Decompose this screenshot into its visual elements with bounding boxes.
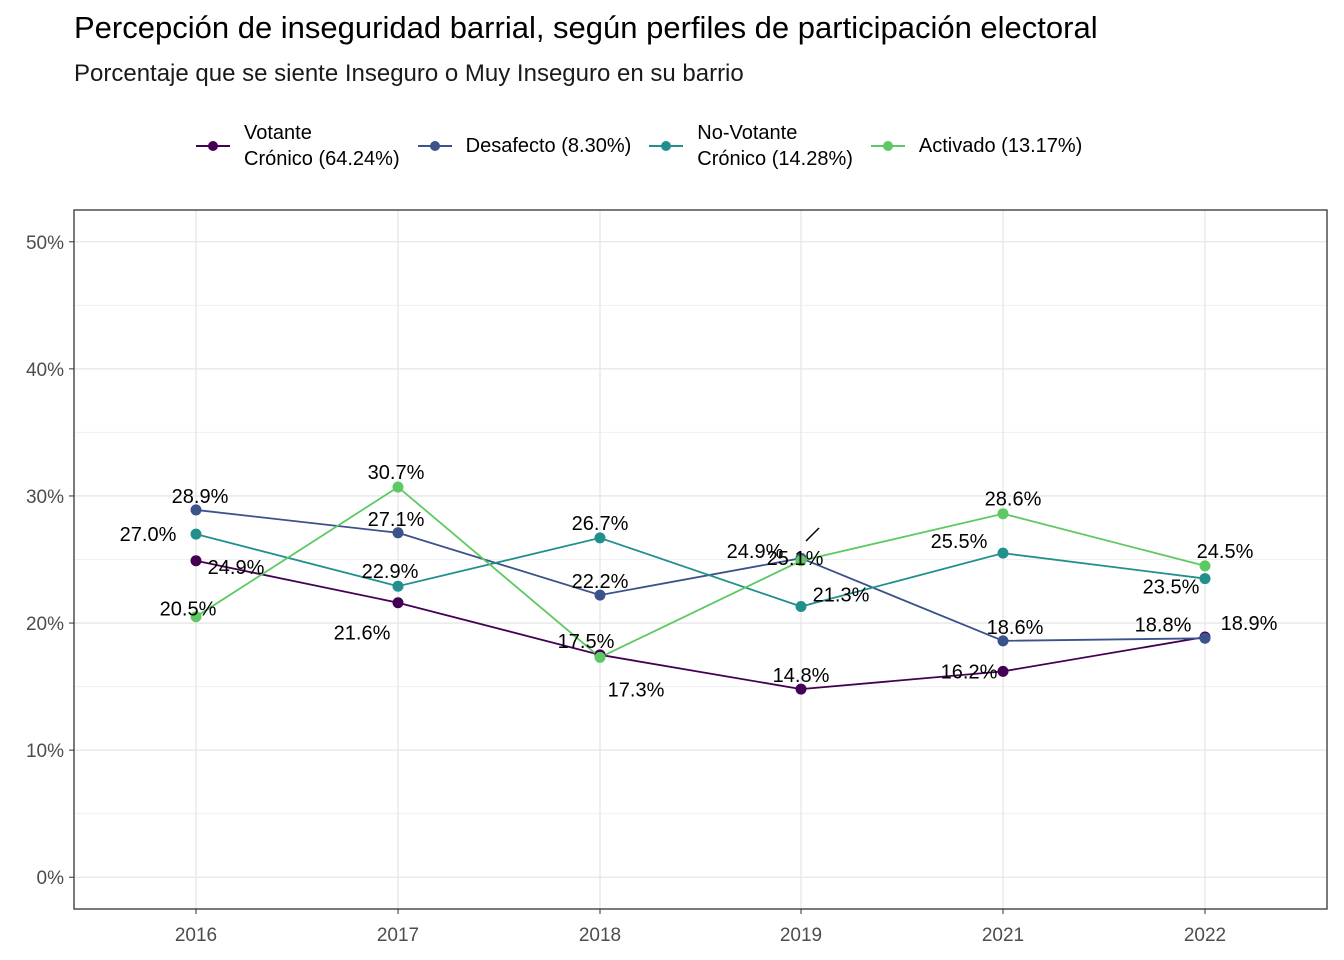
data-point [795, 601, 807, 613]
legend-label: Votante Crónico (64.24%) [244, 122, 400, 170]
data-point [594, 589, 606, 601]
data-label: 30.7% [368, 462, 425, 484]
y-tick-label: 0% [37, 868, 65, 889]
data-point [594, 532, 606, 544]
legend-item-votante-cronico: Votante Crónico (64.24%) [196, 120, 400, 172]
legend-key-icon [649, 136, 684, 156]
data-point [997, 665, 1009, 677]
plot-panel-border [73, 209, 1328, 910]
data-label: 21.3% [813, 585, 870, 607]
data-label: 23.5% [1143, 577, 1200, 599]
data-label: 17.3% [608, 679, 665, 701]
data-point [594, 651, 606, 663]
data-label: 18.6% [987, 617, 1044, 639]
data-point [392, 580, 404, 592]
series-line-0 [195, 559, 1206, 691]
legend-label: No-Votante Crónico (14.28%) [697, 122, 853, 170]
legend-key-icon [417, 136, 452, 156]
data-label: 18.8% [1135, 614, 1192, 636]
x-tick-label: 2022 [1184, 925, 1226, 946]
data-point [1199, 560, 1211, 572]
legend-key-icon [870, 136, 905, 156]
chart-subtitle: Porcentaje que se siente Inseguro o Muy … [74, 60, 744, 87]
data-point [190, 528, 202, 540]
x-tick-label: 2021 [982, 925, 1024, 946]
y-tick-label: 50% [26, 233, 64, 254]
x-tick-label: 2017 [377, 925, 419, 946]
y-tick-label: 10% [26, 741, 64, 762]
data-label: 24.9% [208, 557, 265, 579]
series-line-2 [195, 533, 1206, 608]
legend-label: Desafecto (8.30%) [465, 135, 632, 157]
data-label: 22.9% [362, 561, 419, 583]
y-tick-label: 20% [26, 614, 64, 635]
data-point [190, 611, 202, 623]
data-point [997, 508, 1009, 520]
series-line-3 [195, 485, 1206, 659]
data-point [997, 635, 1009, 647]
chart-title: Percepción de inseguridad barrial, según… [74, 10, 1098, 45]
data-label: 20.5% [160, 599, 217, 621]
data-point [190, 504, 202, 516]
data-label: 24.9% [727, 541, 784, 563]
data-point [392, 481, 404, 493]
y-tick-label: 40% [26, 360, 64, 381]
data-label: 27.1% [368, 509, 425, 531]
x-tick-label: 2018 [579, 925, 621, 946]
data-label: 28.9% [172, 486, 229, 508]
legend-item-desafecto: Desafecto (8.30%) [417, 133, 632, 159]
legend: Votante Crónico (64.24%) Desafecto (8.30… [196, 118, 1100, 174]
data-label: 24.5% [1197, 541, 1254, 563]
data-point [795, 683, 807, 695]
y-tick-label: 30% [26, 487, 64, 508]
data-label: 26.7% [572, 513, 629, 535]
data-point [795, 555, 807, 567]
label-leader-line [805, 527, 820, 542]
legend-item-activado: Activado (13.17%) [870, 133, 1083, 159]
x-tick-label: 2019 [780, 925, 822, 946]
data-label: 25.1% [767, 548, 824, 570]
data-label: 21.6% [334, 623, 391, 645]
series-line-1 [195, 509, 1206, 642]
legend-key-icon [196, 136, 230, 156]
data-label: 25.5% [931, 531, 988, 553]
x-tick-label: 2016 [175, 925, 217, 946]
data-point [392, 597, 404, 609]
data-label: 22.2% [572, 571, 629, 593]
data-label: 16.2% [941, 661, 998, 683]
data-label: 18.9% [1221, 613, 1278, 635]
legend-item-no-votante-cronico: No-Votante Crónico (14.28%) [649, 120, 853, 172]
data-point [997, 547, 1009, 559]
data-label: 27.0% [120, 524, 177, 546]
data-label: 14.8% [773, 665, 830, 687]
data-point [392, 527, 404, 539]
data-label: 17.5% [558, 631, 615, 653]
data-label: 28.6% [985, 489, 1042, 511]
data-point [190, 555, 202, 567]
data-point [1199, 573, 1211, 585]
legend-label: Activado (13.17%) [918, 135, 1083, 157]
data-point [1199, 632, 1211, 644]
